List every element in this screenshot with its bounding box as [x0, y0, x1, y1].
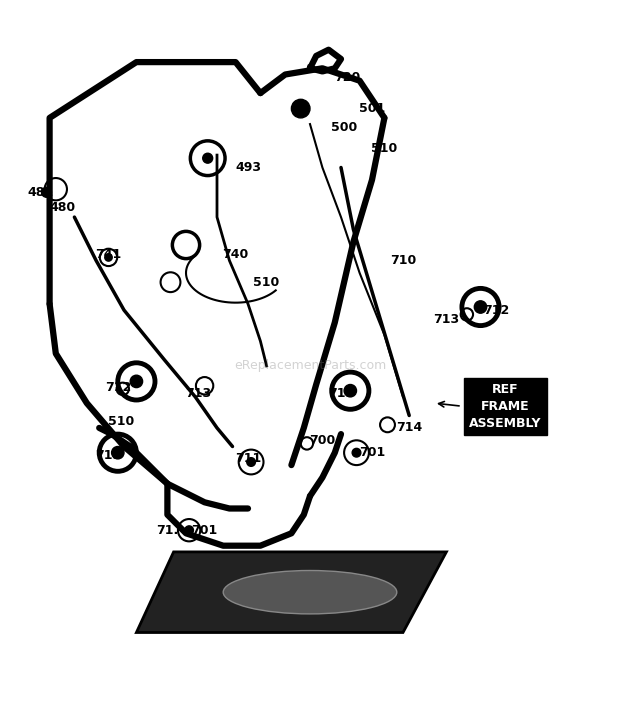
Circle shape — [291, 99, 310, 118]
Circle shape — [247, 457, 255, 467]
Text: 493: 493 — [235, 161, 261, 174]
Circle shape — [203, 153, 213, 163]
Text: 713: 713 — [433, 313, 459, 326]
Circle shape — [130, 375, 143, 387]
Text: 700: 700 — [309, 434, 335, 447]
Ellipse shape — [223, 571, 397, 614]
Text: 500: 500 — [331, 121, 357, 134]
Text: 720: 720 — [334, 71, 360, 84]
Text: 71.: 71. — [156, 524, 179, 537]
Circle shape — [112, 447, 124, 459]
Text: 714: 714 — [396, 421, 422, 434]
Text: 715: 715 — [328, 387, 354, 400]
Circle shape — [344, 385, 356, 397]
Circle shape — [474, 300, 487, 313]
Polygon shape — [136, 552, 446, 633]
Text: 701: 701 — [359, 446, 385, 460]
Text: 701: 701 — [192, 524, 218, 537]
Text: REF
FRAME
ASSEMBLY: REF FRAME ASSEMBLY — [469, 382, 541, 430]
Text: eReplacementParts.com: eReplacementParts.com — [234, 359, 386, 373]
Circle shape — [42, 187, 51, 197]
Text: 510: 510 — [108, 415, 134, 428]
Text: 510: 510 — [371, 142, 397, 156]
Circle shape — [352, 448, 361, 457]
Text: 712: 712 — [483, 303, 509, 317]
Circle shape — [185, 526, 193, 534]
Text: 715: 715 — [95, 450, 122, 462]
Text: 711: 711 — [235, 452, 261, 465]
Text: 481: 481 — [27, 186, 53, 199]
Text: 740: 740 — [223, 247, 249, 261]
Text: 712: 712 — [105, 381, 131, 394]
Text: 480: 480 — [49, 201, 75, 214]
Circle shape — [105, 254, 112, 261]
Text: 510: 510 — [254, 276, 280, 288]
Text: 741: 741 — [95, 247, 122, 261]
Text: 710: 710 — [390, 254, 416, 267]
Text: 713: 713 — [185, 387, 211, 400]
Text: 501: 501 — [359, 102, 385, 115]
